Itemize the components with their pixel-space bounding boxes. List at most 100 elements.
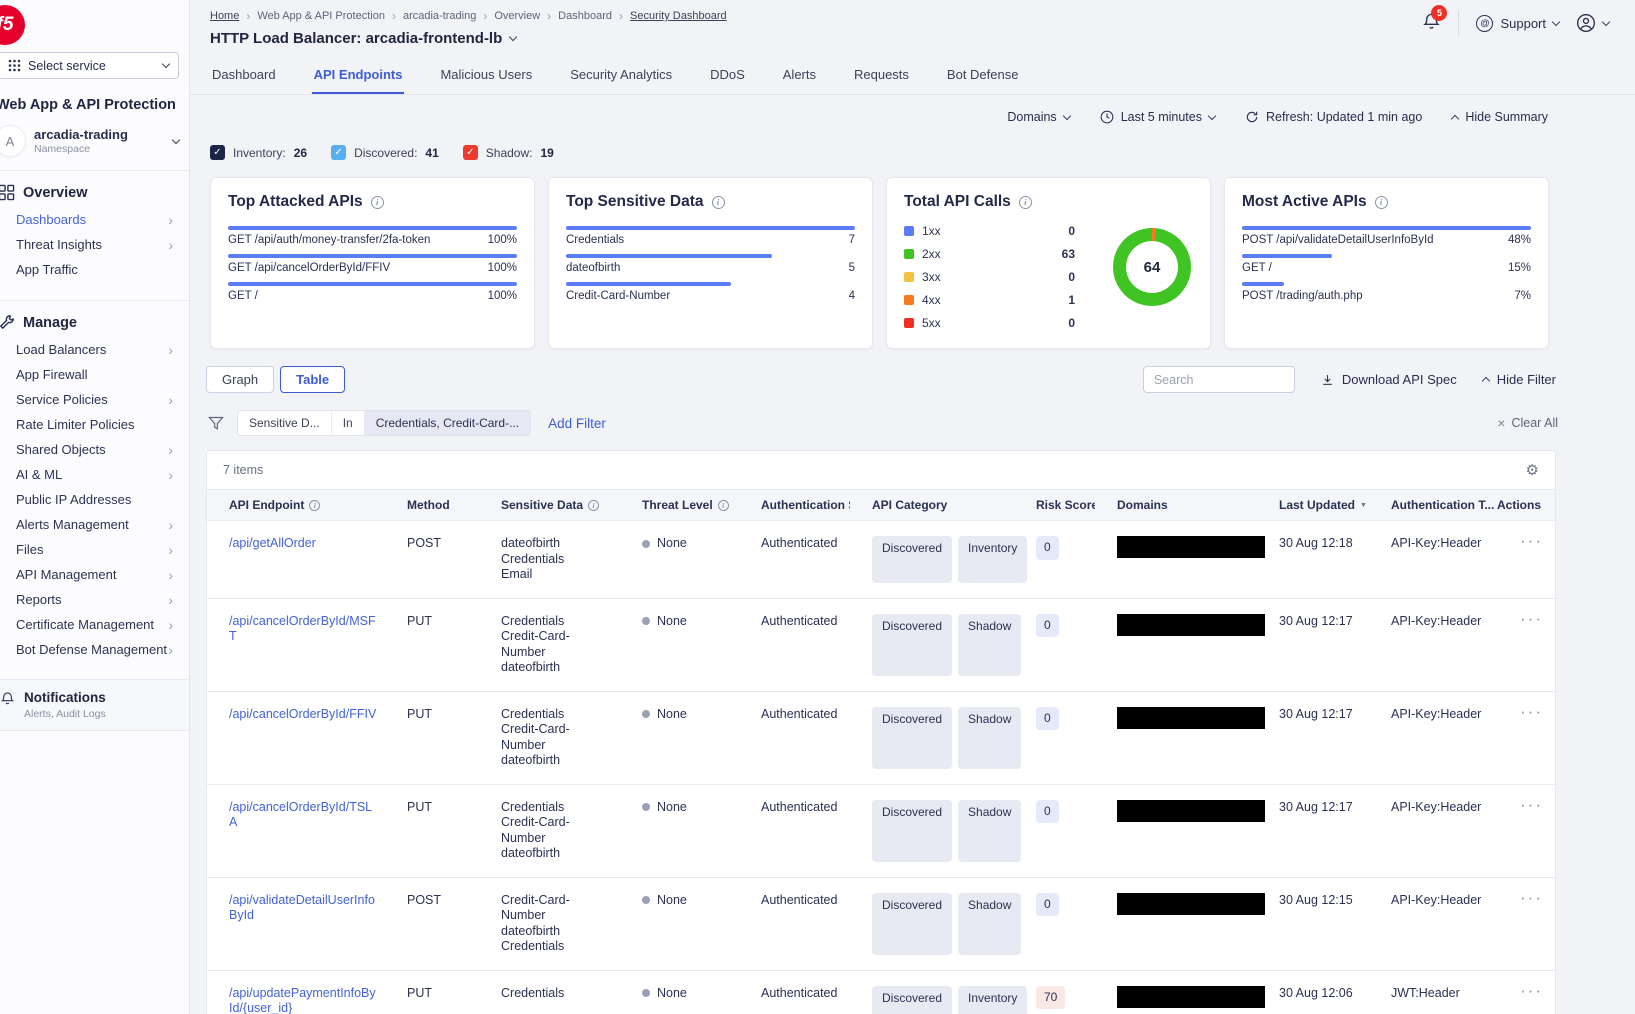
domains-dropdown[interactable]: Domains (1007, 110, 1071, 124)
cell-last-updated: 30 Aug 12:06 (1279, 985, 1353, 1000)
tab-ddos[interactable]: DDoS (710, 67, 745, 82)
filter-chip[interactable]: Sensitive D... In Credentials, Credit-Ca… (237, 410, 532, 436)
tab-security-analytics[interactable]: Security Analytics (570, 67, 673, 82)
info-icon[interactable]: i (711, 195, 725, 209)
sidebar-notifications[interactable]: Notifications Alerts, Audit Logs (0, 679, 189, 731)
sidebar-item-app-firewall[interactable]: App Firewall (0, 362, 183, 387)
breadcrumb-item-dashboard[interactable]: Dashboard (558, 10, 612, 22)
api-endpoint-link[interactable]: /api/updatePaymentInfoById/{user_id} (229, 985, 376, 1014)
column-header-authentication-s[interactable]: Authentication S... (739, 490, 850, 520)
sort-icon[interactable]: ▼ (1360, 501, 1367, 509)
sidebar-item-alerts-management[interactable]: Alerts Management › (0, 512, 183, 537)
tab-bot-defense[interactable]: Bot Defense (946, 67, 1019, 82)
sidebar-item-service-policies[interactable]: Service Policies › (0, 387, 183, 412)
row-actions-button[interactable]: ··· (1520, 701, 1543, 721)
table-view-button[interactable]: Table (280, 366, 346, 393)
time-range-dropdown[interactable]: Last 5 minutes (1100, 110, 1217, 124)
search-input[interactable] (1142, 366, 1295, 393)
breadcrumb-item-arcadia-trading[interactable]: arcadia-trading (402, 10, 477, 22)
gear-icon[interactable]: ⚙ (1525, 462, 1539, 479)
column-header-sensitive-data[interactable]: Sensitive Data i (479, 490, 620, 520)
bar-label-row: GET / 100% (228, 290, 517, 302)
legend-filter-inventory[interactable]: ✓ Inventory: 26 (210, 145, 307, 160)
bar-item: POST /trading/auth.php 7% (1242, 282, 1531, 302)
sidebar-item-dashboards[interactable]: Dashboards › (0, 207, 183, 232)
notifications-bell-button[interactable]: 5 (1422, 5, 1448, 34)
sidebar-item-certificate-management[interactable]: Certificate Management › (0, 612, 183, 637)
filter-operator[interactable]: In (331, 411, 365, 435)
api-endpoint-link[interactable]: /api/validateDetailUserInfoById (229, 892, 375, 923)
breadcrumb-item-overview[interactable]: Overview (494, 10, 541, 22)
bell-icon (0, 692, 15, 705)
clear-all-button[interactable]: × Clear All (1497, 415, 1558, 431)
sidebar-item-threat-insights[interactable]: Threat Insights › (0, 232, 183, 257)
row-actions-button[interactable]: ··· (1520, 794, 1543, 814)
account-menu[interactable] (1576, 13, 1611, 33)
category-chip-inventory: Inventory (958, 536, 1028, 583)
download-api-spec-button[interactable]: Download API Spec (1321, 372, 1457, 387)
info-icon[interactable]: i (1374, 195, 1388, 209)
sidebar-section-overview-header[interactable]: Overview (0, 184, 183, 201)
column-header-authentication-t[interactable]: Authentication T... (1369, 490, 1495, 520)
column-header-last-updated[interactable]: Last Updated ▼ (1257, 490, 1369, 520)
info-icon[interactable]: i (717, 499, 729, 511)
column-header-actions[interactable]: Actions (1495, 490, 1557, 520)
hide-summary-button[interactable]: Hide Summary (1451, 110, 1548, 124)
table-row: /api/cancelOrderById/MSFT PUT Credentials C… (207, 598, 1555, 692)
tab-api-endpoints[interactable]: API Endpoints (312, 56, 405, 94)
column-header-domains[interactable]: Domains (1095, 490, 1257, 520)
legend-row-1xx: 1xx 0 (904, 224, 1103, 238)
refresh-button[interactable]: Refresh: Updated 1 min ago (1245, 110, 1422, 124)
api-endpoint-link[interactable]: /api/cancelOrderById/FFIV (229, 706, 377, 721)
filter-field[interactable]: Sensitive D... (238, 411, 332, 435)
filter-value[interactable]: Credentials, Credit-Card-... (364, 411, 531, 435)
service-selector[interactable]: Select service (0, 52, 179, 79)
row-actions-button[interactable]: ··· (1520, 980, 1543, 1000)
column-header-api-category[interactable]: API Category (850, 490, 1014, 520)
breadcrumb-item-web-app-api-protection[interactable]: Web App & API Protection (257, 10, 385, 22)
sidebar-item-shared-objects[interactable]: Shared Objects › (0, 437, 183, 462)
hide-filter-button[interactable]: Hide Filter (1481, 372, 1556, 387)
tab-malicious-users[interactable]: Malicious Users (440, 67, 533, 82)
sidebar-item-load-balancers[interactable]: Load Balancers › (0, 337, 183, 362)
tab-dashboard[interactable]: Dashboard (212, 67, 276, 82)
info-icon[interactable]: i (1018, 195, 1032, 209)
tab-alerts[interactable]: Alerts (782, 67, 816, 82)
sidebar-item-reports[interactable]: Reports › (0, 587, 183, 612)
column-header-api-endpoint[interactable]: API Endpoint i (207, 490, 385, 520)
column-header-method[interactable]: Method (385, 490, 479, 520)
legend-filter-discovered[interactable]: ✓ Discovered: 41 (331, 145, 439, 160)
redacted-domain-block (1117, 799, 1265, 822)
page-title[interactable]: HTTP Load Balancer: arcadia-frontend-lb (210, 30, 1611, 47)
f5-logo[interactable]: f5 (0, 5, 25, 45)
sidebar-item-files[interactable]: Files › (0, 537, 183, 562)
row-actions-button[interactable]: ··· (1520, 608, 1543, 628)
row-actions-button[interactable]: ··· (1520, 531, 1543, 550)
info-icon[interactable]: i (588, 499, 600, 511)
api-endpoint-link[interactable]: /api/getAllOrder (229, 536, 316, 550)
sidebar-item-bot-defense-management[interactable]: Bot Defense Management › (0, 637, 183, 662)
tab-requests[interactable]: Requests (854, 67, 909, 82)
breadcrumb-item-home[interactable]: Home (210, 10, 240, 22)
chevron-right-icon: › (168, 566, 173, 583)
namespace-selector[interactable]: A arcadia-trading Namespace (0, 126, 181, 156)
info-icon[interactable]: i (309, 499, 321, 511)
sidebar-item-ai-ml[interactable]: AI & ML › (0, 462, 183, 487)
breadcrumb-item-security-dashboard[interactable]: Security Dashboard (630, 10, 727, 22)
column-header-threat-level[interactable]: Threat Level i (620, 490, 739, 520)
sidebar-item-app-traffic[interactable]: App Traffic (0, 257, 183, 282)
api-endpoint-link[interactable]: /api/cancelOrderById/TSLA (229, 799, 373, 830)
column-header-risk-score[interactable]: Risk Score (1014, 490, 1095, 520)
sidebar-item-rate-limiter-policies[interactable]: Rate Limiter Policies (0, 412, 183, 437)
info-icon[interactable]: i (370, 195, 384, 209)
add-filter-button[interactable]: Add Filter (548, 415, 606, 431)
sidebar-section-manage-header[interactable]: Manage (0, 314, 183, 331)
column-label: API Category (872, 498, 948, 512)
legend-filter-shadow[interactable]: ✓ Shadow: 19 (462, 145, 554, 160)
api-endpoint-link[interactable]: /api/cancelOrderById/MSFT (229, 613, 376, 644)
graph-view-button[interactable]: Graph (206, 366, 275, 393)
sidebar-item-api-management[interactable]: API Management › (0, 562, 183, 587)
sidebar-item-public-ip-addresses[interactable]: Public IP Addresses (0, 487, 183, 512)
row-actions-button[interactable]: ··· (1520, 887, 1543, 907)
support-menu[interactable]: @ Support (1476, 14, 1561, 32)
